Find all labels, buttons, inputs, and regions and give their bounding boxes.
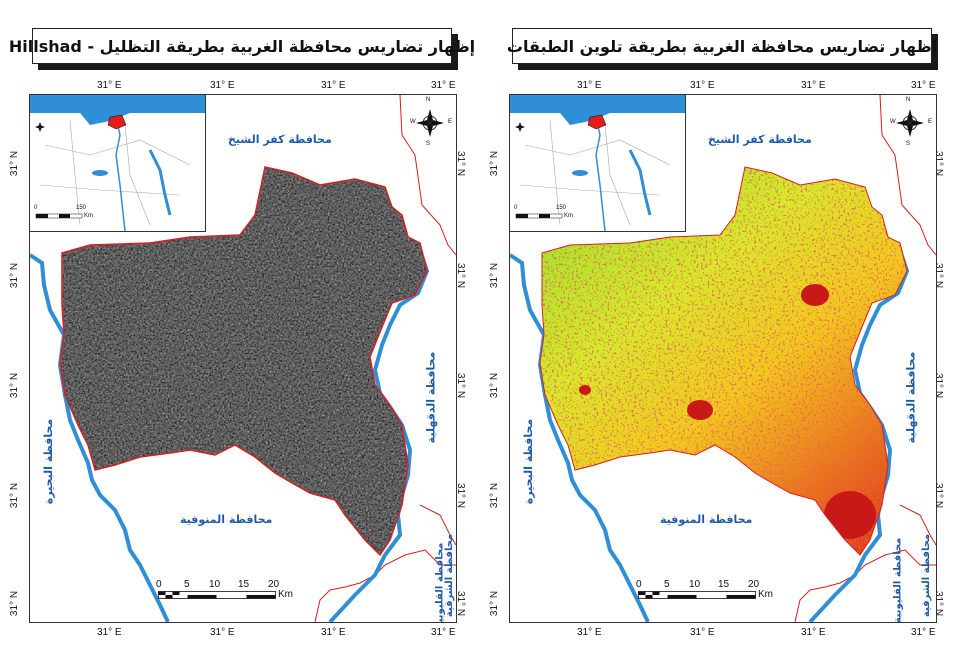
label-kafr-el-sheikh: محافظة كفر الشيخ <box>228 133 332 146</box>
lon-tick: 31° E <box>801 627 826 638</box>
compass-s: S <box>426 141 431 147</box>
lat-tick: 31° N <box>9 590 21 617</box>
inset-scale-value: 0 <box>514 205 518 211</box>
label-kafr-el-sheikh: محافظة كفر الشيخ <box>708 133 812 146</box>
inset-map: 0 150 Km <box>30 95 206 232</box>
inset-scale-value: 150 <box>556 205 567 211</box>
label-dakahlia: محافظة الدقهلية <box>424 351 438 444</box>
compass-n: N <box>426 97 431 103</box>
map-frame: 0 150 Km N S W E محافظة كفر الشيخ محافظة… <box>29 94 457 623</box>
north-arrow-icon <box>416 109 444 137</box>
scale-value: 15 <box>238 579 250 590</box>
inset-scale-unit: Km <box>564 213 573 219</box>
lon-tick: 31° E <box>911 80 936 91</box>
label-dakahlia: محافظة الدقهلية <box>904 351 918 444</box>
scale-value: 5 <box>664 579 670 590</box>
lat-tick: 31° N <box>9 262 21 289</box>
inset-scale-value: 0 <box>34 205 38 211</box>
scale-unit: Km <box>758 589 773 600</box>
lat-tick: 31° N <box>489 590 501 617</box>
lat-tick: 31° N <box>489 262 501 289</box>
lon-tick: 31° E <box>97 627 122 638</box>
lon-tick: 31° E <box>911 627 936 638</box>
label-menoufia: محافظة المنوفية <box>180 513 273 526</box>
inset-scale-value: 150 <box>76 205 87 211</box>
scale-value: 5 <box>184 579 190 590</box>
lat-tick: 31° N <box>489 372 501 399</box>
north-arrow-icon <box>896 109 924 137</box>
lon-tick: 31° E <box>690 80 715 91</box>
lon-tick: 31° E <box>431 627 456 638</box>
label-sharqia: محافظة الشرقية <box>921 533 933 618</box>
map-frame: 0 150 Km N S W E محافظة كفر الشيخ محافظة… <box>509 94 937 623</box>
scale-unit: Km <box>278 589 293 600</box>
lon-tick: 31° E <box>210 80 235 91</box>
compass-e: E <box>448 119 453 125</box>
lon-tick: 31° E <box>321 80 346 91</box>
lon-tick: 31° E <box>431 80 456 91</box>
lat-tick: 31° N <box>489 482 501 509</box>
label-qalyubia: محافظة القليوبية <box>892 537 904 623</box>
compass-n: N <box>906 97 911 103</box>
lat-tick: 31° N <box>9 482 21 509</box>
scale-value: 20 <box>268 579 280 590</box>
map-canvas <box>510 95 936 622</box>
panel-color-layers: إظهار تضاريس محافظة الغربية بطريقة تلوين… <box>480 0 960 655</box>
label-sharqia: محافظة الشرقية <box>444 533 456 618</box>
label-menoufia: محافظة المنوفية <box>660 513 753 526</box>
panel-hillshade: إظهار تضاريس محافظة الغربية بطريقة التظل… <box>9 28 475 638</box>
scale-value: 0 <box>636 579 642 590</box>
inset-scale-unit: Km <box>84 213 93 219</box>
lon-tick: 31° E <box>210 627 235 638</box>
lon-tick: 31° E <box>577 627 602 638</box>
lat-tick: 31° N <box>489 150 501 177</box>
scale-value: 20 <box>748 579 760 590</box>
lon-tick: 31° E <box>801 80 826 91</box>
compass-s: S <box>906 141 911 147</box>
compass-e: E <box>928 119 933 125</box>
lat-tick: 31° N <box>9 372 21 399</box>
lat-tick: 31° N <box>9 150 21 177</box>
compass-w: W <box>410 119 416 125</box>
scale-value: 15 <box>718 579 730 590</box>
scale-value: 10 <box>209 579 221 590</box>
lon-tick: 31° E <box>577 80 602 91</box>
label-beheira: محافظة البحيرة <box>42 418 56 505</box>
lon-tick: 31° E <box>321 627 346 638</box>
label-beheira: محافظة البحيرة <box>522 418 536 505</box>
panel-title: إظهار تضاريس محافظة الغربية بطريقة التظل… <box>9 28 475 64</box>
scale-value: 10 <box>689 579 701 590</box>
governorate-boundary <box>539 166 908 556</box>
lon-tick: 31° E <box>690 627 715 638</box>
scale-value: 0 <box>156 579 162 590</box>
panel-title: إظهار تضاريس محافظة الغربية بطريقة تلوين… <box>507 28 937 64</box>
lon-tick: 31° E <box>97 80 122 91</box>
inset-map: 0 150 Km <box>510 95 686 232</box>
governorate-boundary <box>59 166 428 557</box>
compass-w: W <box>890 119 896 125</box>
